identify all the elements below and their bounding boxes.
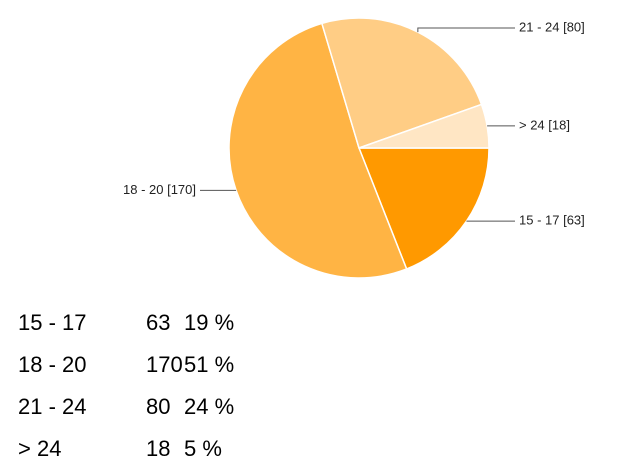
pie-slice — [320, 17, 483, 149]
slice-label: 15 - 17 [63] — [519, 213, 585, 228]
table-cell: 51 % — [184, 352, 234, 377]
slice-label: > 24 [18] — [519, 117, 570, 132]
table-cell: 24 % — [184, 394, 234, 419]
slice-label: 18 - 20 [170] — [123, 182, 196, 197]
table-cell: > 24 — [18, 436, 61, 461]
slice-label: 21 - 24 [80] — [519, 19, 585, 34]
table-cell: 18 — [146, 436, 170, 461]
table-cell: 63 — [146, 310, 170, 335]
table-cell: 5 % — [184, 436, 222, 461]
pie-slice — [357, 147, 490, 270]
table-cell: 19 % — [184, 310, 234, 335]
pie-slice — [228, 22, 408, 279]
table-cell: 170 — [146, 352, 183, 377]
table-cell: 15 - 17 — [18, 310, 87, 335]
table-cell: 21 - 24 — [18, 394, 87, 419]
pie-slice — [358, 103, 490, 149]
table-cell: 18 - 20 — [18, 352, 87, 377]
leader-line — [417, 27, 515, 33]
table-cell: 80 — [146, 394, 170, 419]
